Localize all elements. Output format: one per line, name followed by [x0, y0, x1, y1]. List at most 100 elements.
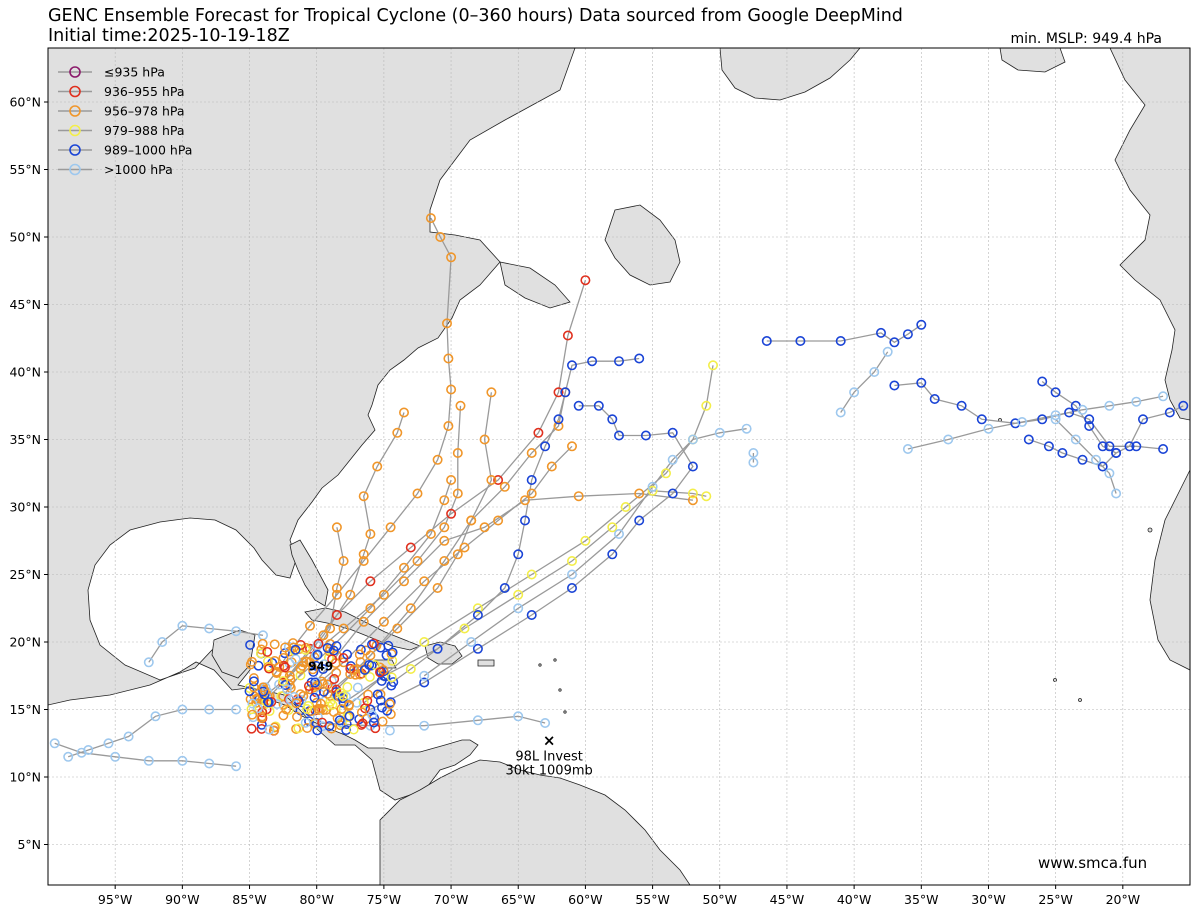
- track-point: [177, 620, 188, 631]
- track-point: [526, 447, 537, 458]
- track-point: [382, 705, 393, 716]
- track-point: [110, 751, 121, 762]
- legend: ≤935 hPa 936–955 hPa 956–978 hPa 979–988 hP…: [58, 65, 192, 177]
- track-point: [419, 576, 430, 587]
- track-point: [143, 755, 154, 766]
- track-point: [1010, 418, 1021, 429]
- track-point: [331, 582, 342, 593]
- track-point: [499, 582, 510, 593]
- track-point: [281, 704, 292, 715]
- track-point: [667, 454, 678, 465]
- track-point: [367, 639, 377, 650]
- puerto-rico: [477, 659, 495, 667]
- track-point: [486, 387, 497, 398]
- track-point: [313, 638, 324, 649]
- track-point: [356, 707, 367, 718]
- newfoundland: [604, 204, 681, 286]
- track-point: [902, 443, 913, 454]
- y-tick-label: 5°N: [17, 837, 41, 852]
- track-point: [1164, 407, 1175, 418]
- track-point: [1111, 488, 1122, 499]
- track-point: [1158, 391, 1169, 402]
- track-point: [358, 616, 369, 627]
- track-point: [439, 535, 450, 546]
- track-point: [425, 213, 436, 224]
- track-point: [392, 427, 403, 438]
- track-point: [231, 626, 242, 637]
- track-point: [439, 495, 450, 506]
- track-point: [835, 335, 846, 346]
- track-point: [452, 549, 463, 560]
- track-point: [553, 387, 564, 398]
- africa: [1149, 469, 1190, 671]
- track-point: [566, 569, 577, 580]
- track-point: [432, 454, 443, 465]
- island: [1147, 527, 1153, 533]
- track-point: [322, 643, 333, 653]
- track-point: [452, 447, 463, 458]
- track-point: [247, 709, 258, 720]
- x-tick-label: 45°W: [770, 892, 805, 907]
- track-point: [336, 704, 347, 714]
- track-point: [278, 660, 289, 671]
- track-point: [526, 609, 537, 620]
- florida-peninsula: [289, 539, 329, 607]
- track-line: [363, 490, 707, 704]
- track-point: [355, 644, 366, 655]
- track-point: [378, 589, 389, 600]
- track-point: [363, 689, 374, 700]
- track-point: [452, 488, 463, 499]
- track-point: [358, 491, 369, 502]
- track-point: [369, 659, 380, 670]
- graticule: [48, 48, 1190, 885]
- track-point: [835, 407, 846, 418]
- track-point: [264, 663, 274, 674]
- track-point: [533, 427, 544, 438]
- track-point: [263, 656, 273, 667]
- track-point: [252, 703, 263, 714]
- x-tick-label: 70°W: [434, 892, 469, 907]
- track-point: [150, 711, 161, 722]
- track-point: [1138, 414, 1149, 425]
- track-point: [553, 414, 564, 425]
- track-point: [701, 491, 712, 502]
- track-point: [262, 646, 273, 657]
- track-point: [291, 698, 302, 709]
- track-point: [687, 495, 698, 506]
- track-point: [231, 704, 242, 715]
- track-line: [766, 324, 922, 344]
- track-point: [439, 522, 450, 533]
- track-point: [364, 659, 375, 670]
- track-point: [459, 623, 470, 634]
- y-tick-label: 40°N: [9, 365, 41, 380]
- track-point: [667, 427, 678, 438]
- track-point: [282, 684, 292, 695]
- track-point: [384, 699, 395, 710]
- track-point: [1023, 434, 1034, 445]
- track-point: [526, 474, 537, 485]
- nova-scotia: [499, 261, 571, 309]
- track-point: [889, 380, 900, 391]
- island: [538, 663, 542, 667]
- track-point: [364, 671, 375, 682]
- track-point: [587, 356, 598, 367]
- track-point: [370, 723, 381, 734]
- track-point: [356, 719, 367, 730]
- track-point: [1131, 441, 1142, 452]
- iceland: [999, 48, 1066, 73]
- track-point: [435, 232, 446, 243]
- track-line: [54, 742, 237, 767]
- track-point: [466, 515, 477, 526]
- track-point: [1104, 400, 1115, 411]
- track-point: [1104, 468, 1115, 479]
- track-point: [660, 468, 671, 479]
- x-axis-ticks: 95°W 90°W 85°W 80°W 75°W 70°W 65°W 60°W 55°W 50°W…: [98, 885, 1140, 907]
- track-point: [593, 400, 604, 411]
- y-tick-label: 20°N: [9, 635, 41, 650]
- x-tick-label: 40°W: [837, 892, 872, 907]
- track-point: [472, 609, 483, 620]
- y-tick-label: 45°N: [9, 297, 41, 312]
- y-tick-label: 15°N: [9, 702, 41, 717]
- x-tick-label: 30°W: [971, 892, 1006, 907]
